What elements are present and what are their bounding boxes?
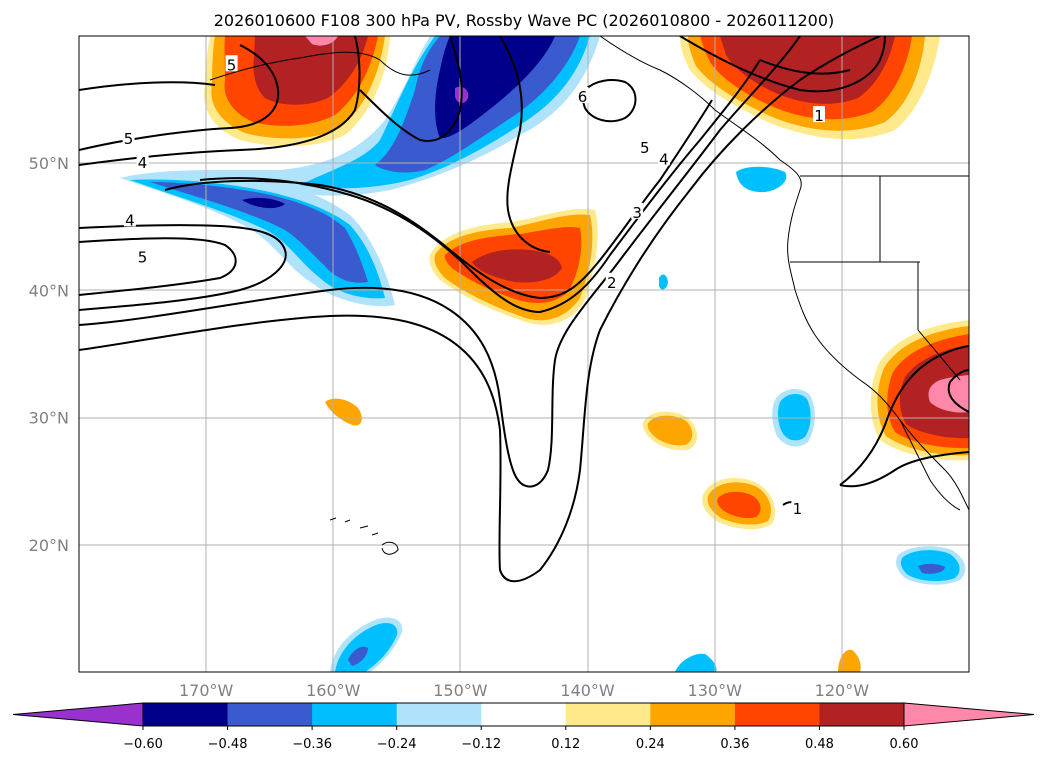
- north-america-west-coast: [599, 36, 969, 511]
- lon-label-5: 120°W: [815, 681, 870, 700]
- hawaii-islands: [329, 517, 399, 555]
- colorbar-tick-label-2: −0.36: [292, 737, 332, 752]
- pv-contour-label-bg-9: [605, 272, 618, 289]
- subtropical-positive-31n: [325, 398, 362, 426]
- pv-contour-5: [79, 99, 713, 300]
- colorbar-frame: [142, 702, 905, 727]
- pv-contour-label-7: 4: [659, 150, 669, 168]
- subtropical-positive-29n-mid: [647, 415, 693, 446]
- bering-positive-core: [253, 36, 368, 105]
- colorbar-over-triangle: [903, 702, 1035, 727]
- colorbar-tick-label-0: −0.60: [123, 737, 163, 752]
- pv-contour-ne: [679, 36, 886, 93]
- map-frame: [78, 35, 970, 673]
- colorbar-tick-label-6: 0.24: [636, 737, 665, 752]
- pv-contour-label-1: 5: [124, 130, 134, 148]
- colorbar-under-triangle: [12, 702, 144, 727]
- gulf-of-alaska-negative-core: [435, 36, 555, 139]
- pv-contour-label-10: 1: [814, 107, 824, 125]
- aleutian-negative-core: [242, 197, 285, 209]
- pv-contour-label-bg-0: [225, 55, 238, 72]
- nevada-border: [917, 262, 961, 381]
- subtropical-negative-30n-mid: [777, 393, 811, 441]
- pv-contour-label-6: 5: [640, 139, 650, 157]
- pv-contour-label-2: 4: [138, 154, 148, 172]
- pv-contour-label-bg-4: [136, 247, 149, 264]
- colorbar-swatch-6: [650, 703, 736, 726]
- colorbar-tick-label-5: 0.12: [551, 737, 580, 752]
- lon-label-1: 160°W: [306, 681, 361, 700]
- lon-label-3: 140°W: [560, 681, 615, 700]
- pv-contour-label-5: 6: [578, 88, 588, 106]
- colorbar-tick-label-9: 0.60: [890, 737, 919, 752]
- colorbar-swatch-3: [396, 703, 482, 726]
- latitude-tick-labels: 50°N 40°N 30°N 20°N: [29, 154, 69, 555]
- pv-contour-4: [79, 59, 761, 314]
- pv-contour-north-2: [79, 36, 361, 166]
- map-gridlines: [79, 36, 969, 672]
- pv-contour-label-bg-7: [657, 149, 670, 166]
- pv-contour-3: [79, 36, 801, 488]
- lon-label-0: 170°W: [179, 681, 234, 700]
- pv-contour-north-1: [79, 44, 280, 151]
- longitude-tick-labels: 170°W 160°W 150°W 140°W 130°W 120°W: [179, 681, 869, 700]
- pv-contour-label-bg-2: [136, 153, 149, 170]
- lat-label-2: 30°N: [29, 409, 69, 428]
- lat-label-0: 50°N: [29, 154, 69, 173]
- colorbar-tick-label-1: −0.48: [208, 737, 248, 752]
- pv-contour-label-0: 5: [227, 56, 237, 74]
- coastlines: [209, 36, 969, 555]
- figure-title: 2026010600 F108 300 hPa PV, Rossby Wave …: [214, 11, 835, 30]
- colorbar-swatch-0: [143, 703, 229, 726]
- lat-label-3: 20°N: [29, 536, 69, 555]
- aleutian-negative-mid: [130, 179, 385, 299]
- pv-contour-label-3: 4: [125, 211, 135, 229]
- alaska-coast: [209, 51, 431, 81]
- pv-contour-label-bg-5: [576, 87, 589, 104]
- lat-label-1: 40°N: [29, 281, 69, 300]
- small-negative-49n: [736, 166, 787, 193]
- lon-label-4: 130°W: [688, 681, 743, 700]
- pv-contour-label-bg-6: [638, 137, 651, 154]
- lon-label-2: 150°W: [433, 681, 488, 700]
- southern-negative-10n: [675, 653, 717, 672]
- pv-contour-label-4: 5: [138, 248, 148, 266]
- pv-contour-socal: [839, 345, 969, 488]
- pv-contour-label-11: 1: [793, 500, 803, 518]
- colorbar-tick-label-8: 0.48: [805, 737, 834, 752]
- pc-anomaly-fill: [120, 36, 969, 672]
- colorbar-tick-label-4: −0.12: [461, 737, 501, 752]
- colorbar-swatch-8: [819, 703, 905, 726]
- small-negative-46n: [659, 274, 668, 290]
- baja-coast: [899, 419, 961, 511]
- colorbar-swatch-5: [565, 703, 651, 726]
- colorbar-tick-label-3: −0.24: [377, 737, 417, 752]
- pv-contour-label-bg-1: [122, 129, 135, 146]
- pv-contour-label-bg-3: [123, 210, 136, 227]
- colorbar-swatch-7: [734, 703, 820, 726]
- southern-positive-10n: [838, 649, 861, 672]
- pv-contour-label-bg-8: [631, 202, 644, 219]
- colorbar: −0.60 −0.48 −0.36 −0.24 −0.12 0.12 0.24 0.36 0.4…: [12, 702, 1035, 752]
- pv-contour-label-9: 2: [607, 274, 617, 292]
- subtropical-negative-17n-core: [918, 563, 945, 574]
- pv-contour-2: [79, 36, 881, 583]
- pv-contour-label-bg-10: [812, 106, 825, 123]
- pv-contour-label-bg-11: [791, 499, 804, 516]
- central-pacific-positive-core: [472, 249, 562, 283]
- colorbar-swatch-4: [481, 703, 567, 726]
- colorbar-swatch-1: [227, 703, 313, 726]
- pv-contour-north-3: [359, 36, 551, 253]
- pv-contour-label-8: 3: [632, 204, 642, 222]
- colorbar-tick-label-7: 0.36: [720, 737, 749, 752]
- southern-negative-12n-core: [348, 646, 368, 666]
- colorbar-swatch-2: [312, 703, 398, 726]
- bering-positive-peak: [305, 36, 338, 46]
- subtropical-positive-22n-core: [717, 491, 761, 519]
- northwest-canada-positive-core: [720, 36, 895, 104]
